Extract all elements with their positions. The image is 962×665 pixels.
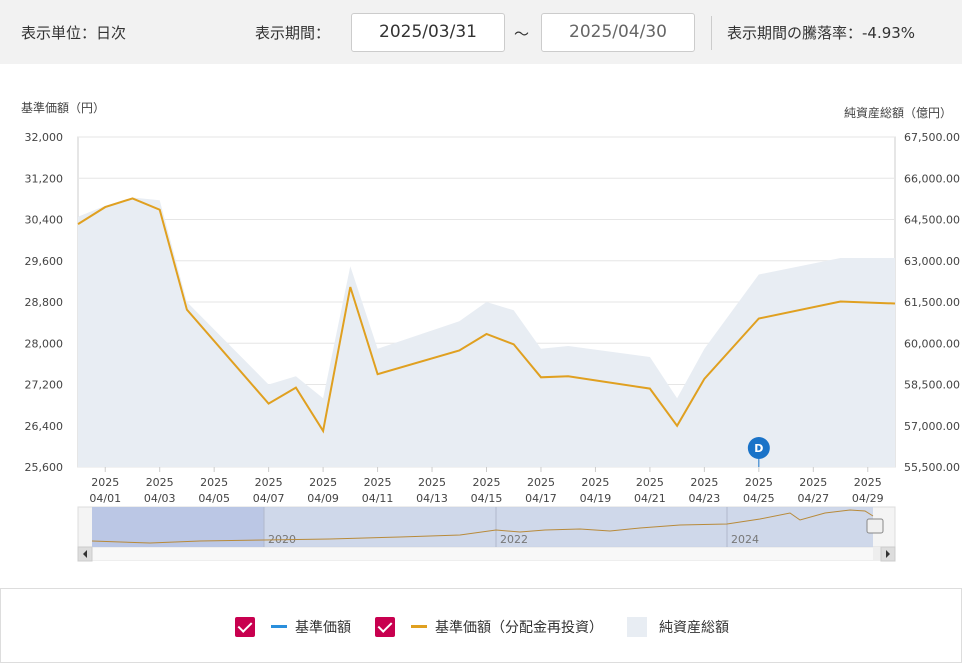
x-tick-date: 04/17 <box>525 492 557 505</box>
x-tick-date: 04/29 <box>852 492 884 505</box>
x-tick-year: 2025 <box>854 476 882 489</box>
start-date-input[interactable]: 2025/03/31 <box>351 13 505 52</box>
x-tick-date: 04/01 <box>89 492 121 505</box>
x-tick-year: 2025 <box>309 476 337 489</box>
x-tick-date: 04/23 <box>689 492 721 505</box>
left-tick-label: 32,000 <box>25 131 64 144</box>
price-chart: 基準価額（円） 純資産総額（億円） 32,000 31,200 30,400 29,6… <box>21 100 960 562</box>
left-tick-label: 27,200 <box>25 379 64 392</box>
reinvested-price-line <box>77 197 896 434</box>
legend: 基準価額 基準価額（分配金再投資） 純資産総額 <box>0 588 962 663</box>
x-tick-date: 04/09 <box>307 492 339 505</box>
x-tick-date: 04/07 <box>253 492 285 505</box>
right-tick-label: 55,500.00 <box>904 461 960 474</box>
x-tick-year: 2025 <box>581 476 609 489</box>
end-date-input[interactable]: 2025/04/30 <box>541 13 695 52</box>
x-tick-date: 04/25 <box>743 492 775 505</box>
legend-area-swatch-icon <box>627 616 647 637</box>
scroll-right-arrow-icon <box>886 550 890 558</box>
checkbox-checked-icon[interactable] <box>235 616 255 637</box>
x-tick-date: 04/11 <box>362 492 394 505</box>
range-separator: 〜 <box>514 25 530 43</box>
x-tick-year: 2025 <box>690 476 718 489</box>
x-tick-date: 04/15 <box>471 492 503 505</box>
right-tick-label: 57,000.00 <box>904 420 960 433</box>
x-tick-year: 2025 <box>418 476 446 489</box>
x-tick-date: 04/05 <box>198 492 230 505</box>
net-assets-area <box>78 197 895 467</box>
unit-label: 表示単位：日次 <box>21 24 127 42</box>
legend-line-orange-icon <box>411 625 427 628</box>
right-tick-label: 66,000.00 <box>904 172 960 185</box>
dividend-flag-icon <box>747 437 770 459</box>
x-tick-date: 04/21 <box>634 492 666 505</box>
x-tick-year: 2025 <box>91 476 119 489</box>
navigator-selection-left <box>92 507 264 547</box>
right-axis-label: 純資産総額（億円） <box>844 105 952 120</box>
legend-item-assets[interactable]: 純資産総額 <box>627 589 729 664</box>
legend-line-blue-icon <box>271 625 287 628</box>
left-tick-label: 25,600 <box>25 461 64 474</box>
right-tick-label: 67,500.00 <box>904 131 960 144</box>
x-tick-year: 2025 <box>146 476 174 489</box>
left-tick-label: 29,600 <box>25 255 64 268</box>
legend-label-reinvested: 基準価額（分配金再投資） <box>435 619 603 636</box>
x-tick-year: 2025 <box>745 476 773 489</box>
x-tick-date: 04/27 <box>797 492 829 505</box>
navigator-right-handle-icon <box>866 518 884 534</box>
left-tick-label: 31,200 <box>25 172 64 185</box>
x-tick-date: 04/03 <box>144 492 176 505</box>
left-tick-label: 30,400 <box>25 214 64 227</box>
x-tick-year: 2025 <box>473 476 501 489</box>
legend-item-nav[interactable]: 基準価額 <box>235 589 351 664</box>
left-tick-label: 26,400 <box>25 420 64 433</box>
legend-label-nav: 基準価額 <box>295 619 351 636</box>
left-axis-label: 基準価額（円） <box>21 100 105 115</box>
divider <box>711 16 712 50</box>
right-tick-label: 58,500.00 <box>904 379 960 392</box>
navigator-scrollbar-thumb <box>92 548 873 560</box>
legend-label-assets: 純資産総額 <box>659 619 729 636</box>
x-tick-date: 04/13 <box>416 492 448 505</box>
x-tick-year: 2025 <box>364 476 392 489</box>
right-tick-label: 60,000.00 <box>904 337 960 350</box>
left-tick-label: 28,800 <box>25 296 64 309</box>
x-tick-year: 2025 <box>200 476 228 489</box>
checkbox-checked-icon[interactable] <box>375 616 395 637</box>
left-tick-label: 28,000 <box>25 337 64 350</box>
navigator-series-line <box>91 509 874 544</box>
x-tick-year: 2025 <box>799 476 827 489</box>
toolbar: 表示単位：日次 表示期間： 2025/03/31 〜 2025/04/30 表示… <box>0 0 962 64</box>
x-tick-year: 2025 <box>636 476 664 489</box>
navigator-year-label: 2022 <box>500 533 528 546</box>
chart-area: 基準価額（円） 純資産総額（億円） 32,000 31,200 30,400 29,6… <box>0 64 962 584</box>
scroll-left-arrow-icon <box>83 550 87 558</box>
x-tick-date: 04/19 <box>580 492 612 505</box>
x-tick-year: 2025 <box>255 476 283 489</box>
right-tick-label: 63,000.00 <box>904 255 960 268</box>
dividend-flag-label: D <box>754 442 763 455</box>
right-tick-label: 64,500.00 <box>904 214 960 227</box>
period-label: 表示期間： <box>255 24 331 42</box>
right-tick-label: 61,500.00 <box>904 296 960 309</box>
navigator-year-label: 2024 <box>731 533 759 546</box>
change-rate-label: 表示期間の騰落率：-4.93% <box>727 24 916 42</box>
legend-item-reinvested[interactable]: 基準価額（分配金再投資） <box>375 589 603 664</box>
x-tick-year: 2025 <box>527 476 555 489</box>
